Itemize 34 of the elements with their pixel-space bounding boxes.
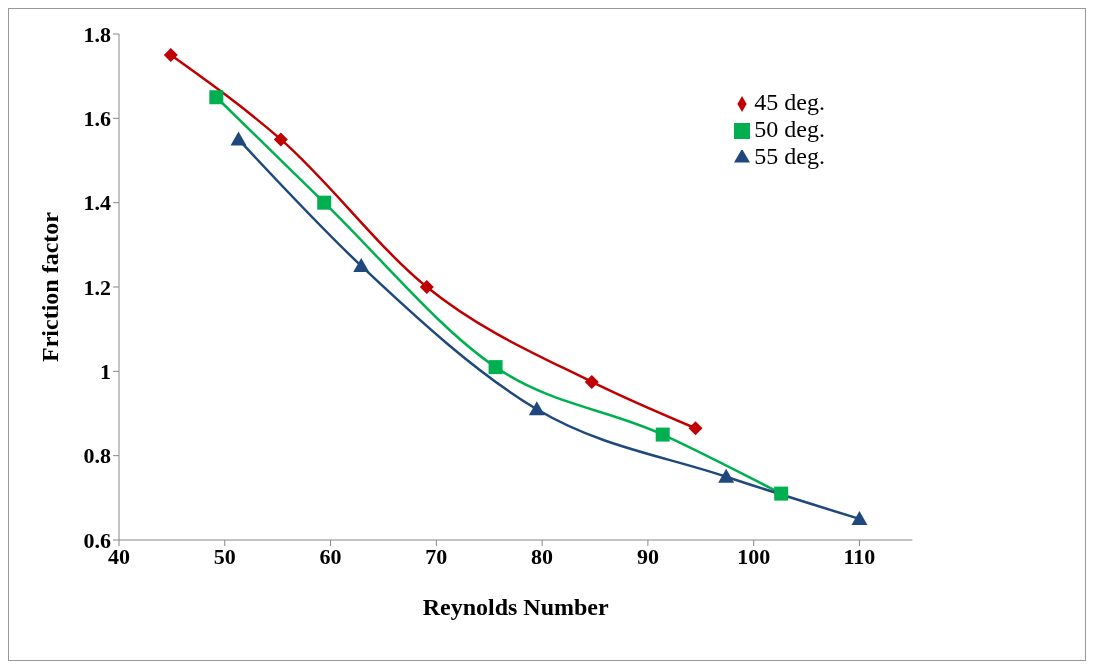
y-tick-label: 0.8: [83, 443, 111, 469]
x-tick-label: 60: [319, 543, 342, 569]
y-tick-label: 1.2: [83, 274, 111, 300]
point: [209, 90, 224, 105]
y-tick-label: 1.8: [83, 21, 111, 47]
point: [163, 48, 178, 63]
legend-label: 50 deg.: [754, 116, 825, 142]
point: [353, 257, 370, 272]
point: [851, 510, 868, 525]
point: [718, 468, 735, 483]
point: [419, 280, 434, 294]
x-tick-label: 80: [531, 543, 554, 569]
point: [655, 427, 670, 442]
point: [688, 421, 703, 436]
point: [488, 360, 503, 375]
point: [528, 401, 545, 416]
x-tick-label: 110: [843, 543, 876, 569]
y-axis-title: Friction factor: [36, 211, 63, 362]
x-tick-label: 90: [636, 543, 659, 569]
legend-label: 55 deg.: [754, 143, 825, 169]
point: [774, 486, 789, 501]
x-tick-label: 100: [737, 543, 771, 569]
x-tick-label: 50: [213, 543, 236, 569]
point: [584, 374, 599, 389]
point: [230, 131, 247, 146]
point: [273, 132, 288, 147]
x-axis-title: Reynolds Number: [422, 594, 610, 620]
y-tick-label: 1.6: [83, 106, 111, 132]
point: [317, 195, 332, 210]
x-tick-label: 70: [425, 543, 448, 569]
y-tick-label: 1.4: [83, 190, 111, 216]
legend-label: 45 deg.: [754, 89, 825, 115]
y-tick-label: 0.6: [83, 527, 111, 553]
y-tick-label: 1: [100, 359, 111, 385]
